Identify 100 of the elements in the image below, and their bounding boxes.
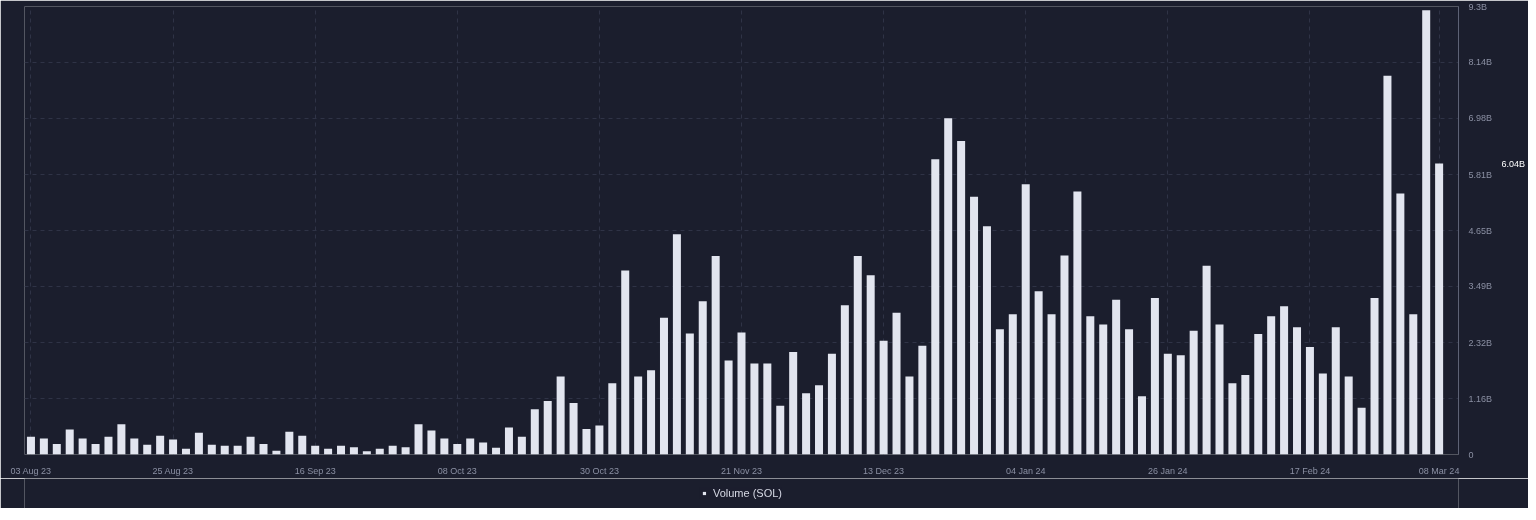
bar [621, 270, 630, 455]
bar [1357, 407, 1366, 455]
bar [905, 376, 914, 455]
bar [1112, 299, 1121, 455]
y-tick-label: 4.65B [1468, 225, 1493, 236]
bar [530, 409, 539, 455]
bar [569, 402, 578, 455]
bar [1254, 334, 1263, 455]
x-tick-label: 16 Sep 23 [294, 465, 336, 476]
bar [698, 301, 707, 455]
bar [982, 226, 991, 455]
bar [944, 118, 953, 455]
bar [1099, 324, 1108, 455]
bar [427, 430, 436, 455]
y-tick-label: 5.81B [1468, 169, 1493, 180]
bar [504, 427, 513, 455]
bar [414, 424, 423, 455]
bar [892, 312, 901, 455]
bar [285, 431, 294, 455]
bar [582, 428, 591, 455]
bar [595, 425, 604, 455]
y-tick-label: 8.14B [1468, 57, 1493, 68]
x-tick-label: 17 Feb 24 [1289, 465, 1331, 476]
x-tick-label: 26 Jan 24 [1148, 465, 1188, 476]
legend-label: Volume (SOL) [712, 487, 783, 499]
bar [970, 196, 979, 455]
bar [763, 363, 772, 455]
bar [1137, 396, 1146, 455]
bar [298, 435, 307, 455]
bar [1267, 316, 1276, 455]
bar [556, 376, 565, 455]
bar [737, 332, 746, 455]
bar [1202, 265, 1211, 455]
bar [1163, 353, 1172, 455]
bar [1318, 373, 1327, 455]
bar [517, 436, 526, 455]
bar [194, 432, 203, 455]
bar [1034, 291, 1043, 455]
y-tick-label: 0 [1468, 449, 1474, 460]
bar [1396, 193, 1405, 455]
bar [879, 340, 888, 455]
bar [815, 385, 824, 455]
bar [1370, 297, 1379, 455]
bar [957, 140, 966, 455]
bar [1305, 347, 1314, 455]
text: 6.04B [1501, 158, 1526, 169]
bar [672, 234, 681, 455]
bar [866, 275, 875, 455]
bar [543, 401, 552, 455]
bar [659, 317, 668, 455]
x-tick-label: 13 Dec 23 [863, 465, 905, 476]
y-tick-label: 3.49B [1468, 281, 1493, 292]
bar [608, 383, 617, 455]
bar [1150, 297, 1159, 455]
bar [479, 442, 488, 455]
bar [169, 439, 178, 455]
bar [207, 444, 216, 455]
bar [802, 393, 811, 455]
bar [1086, 316, 1095, 455]
bar [388, 445, 397, 455]
bar [52, 443, 61, 455]
bar [78, 438, 87, 455]
x-tick-label: 08 Mar 24 [1418, 465, 1460, 476]
bar [931, 159, 940, 455]
bar [65, 429, 74, 455]
bar [840, 305, 849, 455]
bar [259, 443, 268, 455]
bar [1008, 314, 1017, 455]
bar [1435, 163, 1444, 455]
x-tick-label: 25 Aug 23 [152, 465, 194, 476]
bar [1280, 306, 1289, 455]
bar [1189, 330, 1198, 455]
bar [1021, 184, 1030, 455]
bar [711, 256, 720, 455]
bar [685, 333, 694, 455]
bar [634, 376, 643, 455]
bar [1073, 191, 1082, 455]
bar [156, 435, 165, 455]
y-tick-label: 6.98B [1468, 113, 1493, 124]
bar [853, 256, 862, 455]
bar [466, 438, 475, 455]
bar [1215, 324, 1224, 455]
bar [789, 351, 798, 455]
bar [117, 424, 126, 455]
bar [724, 360, 733, 455]
bar [827, 353, 836, 455]
bar [401, 447, 410, 455]
x-tick-label: 03 Aug 23 [10, 465, 51, 476]
bar [1383, 75, 1392, 455]
bar [995, 329, 1004, 455]
bar [349, 447, 358, 455]
x-tick-label: 08 Oct 23 [437, 465, 477, 476]
y-tick-label: 9.3B [1468, 1, 1488, 12]
bar [337, 445, 346, 455]
bar [647, 370, 656, 455]
bar [143, 444, 152, 455]
bar [233, 445, 242, 455]
x-tick-label: 21 Nov 23 [720, 465, 763, 476]
y-tick-label: 2.32B [1468, 337, 1493, 348]
bar [1344, 376, 1353, 455]
